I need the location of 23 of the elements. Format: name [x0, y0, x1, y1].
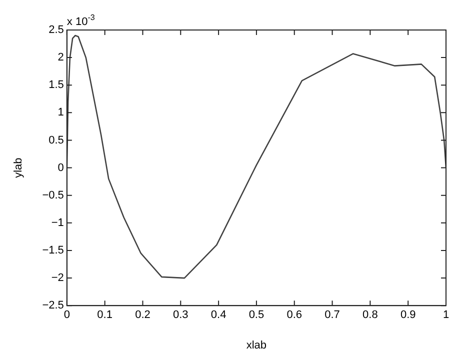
y-axis-title: ylab: [12, 158, 25, 178]
y-tick-label: −1.5: [42, 244, 64, 257]
y-tick-label: 1.5: [48, 79, 64, 92]
x-tick-label: 0.8: [362, 309, 378, 322]
x-tick-label: 0.2: [135, 309, 150, 322]
x-tick-label: 0.6: [286, 309, 302, 322]
x-tick-label: 0.4: [210, 309, 226, 322]
y-tick-label: 2: [58, 52, 64, 64]
x-tick-label: 0.5: [248, 309, 264, 322]
x-tick-label: 1: [442, 309, 450, 322]
y-tick-label: −2: [51, 272, 64, 284]
y-tick-label: 0: [58, 162, 64, 174]
y-tick-label: 1: [58, 106, 64, 119]
x-tick-label: 0.3: [172, 309, 188, 322]
y-tick-label: −1: [51, 216, 64, 229]
x-tick-label: 0.1: [97, 309, 112, 322]
y-tick-label: 2.5: [48, 24, 64, 36]
x-tick-label: 0.7: [324, 309, 340, 322]
x-tick-label: 0.9: [400, 309, 416, 322]
x-axis-title: xlab: [246, 339, 267, 352]
y-tick-label: 0.5: [48, 134, 64, 146]
y-tick-label: −0.5: [42, 189, 64, 202]
y-tick-label: −2.5: [42, 300, 64, 312]
